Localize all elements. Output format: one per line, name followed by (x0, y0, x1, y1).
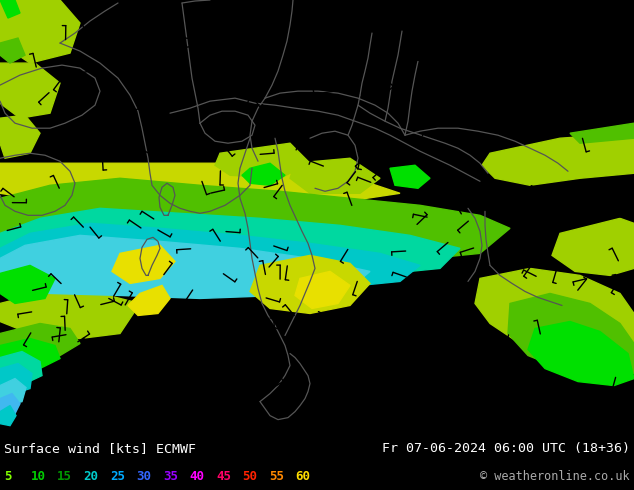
Polygon shape (290, 158, 380, 193)
Polygon shape (0, 0, 20, 18)
Text: 30: 30 (136, 469, 152, 483)
Polygon shape (0, 266, 55, 303)
Polygon shape (0, 393, 20, 417)
Polygon shape (295, 271, 350, 309)
Text: 35: 35 (163, 469, 178, 483)
Polygon shape (0, 0, 80, 63)
Polygon shape (0, 163, 400, 213)
Polygon shape (0, 339, 60, 368)
Text: 10: 10 (30, 469, 46, 483)
Polygon shape (0, 63, 60, 118)
Text: © weatheronline.co.uk: © weatheronline.co.uk (481, 469, 630, 483)
Polygon shape (250, 255, 370, 314)
Polygon shape (0, 208, 460, 278)
Polygon shape (482, 133, 634, 185)
Text: 50: 50 (242, 469, 257, 483)
Polygon shape (0, 289, 140, 339)
Text: 15: 15 (57, 469, 72, 483)
Text: Fr 07-06-2024 06:00 UTC (18+36): Fr 07-06-2024 06:00 UTC (18+36) (382, 442, 630, 455)
Polygon shape (552, 219, 634, 275)
Polygon shape (0, 364, 32, 393)
Text: 25: 25 (110, 469, 125, 483)
Polygon shape (0, 115, 40, 158)
Polygon shape (0, 235, 370, 298)
Polygon shape (0, 178, 510, 269)
Polygon shape (128, 286, 170, 316)
Polygon shape (0, 323, 80, 356)
Polygon shape (508, 294, 634, 379)
Text: 40: 40 (190, 469, 205, 483)
Text: 20: 20 (84, 469, 98, 483)
Polygon shape (0, 223, 420, 292)
Polygon shape (0, 38, 25, 63)
Text: 60: 60 (295, 469, 311, 483)
Polygon shape (528, 321, 634, 386)
Text: 5: 5 (4, 469, 11, 483)
Polygon shape (390, 165, 430, 188)
Polygon shape (242, 163, 285, 185)
Polygon shape (570, 123, 634, 143)
Polygon shape (0, 351, 42, 384)
Text: 55: 55 (269, 469, 284, 483)
Text: Surface wind [kts] ECMWF: Surface wind [kts] ECMWF (4, 442, 196, 455)
Polygon shape (0, 379, 26, 406)
Text: 45: 45 (216, 469, 231, 483)
Polygon shape (112, 245, 175, 283)
Polygon shape (0, 406, 16, 426)
Polygon shape (215, 143, 310, 178)
Polygon shape (475, 269, 634, 364)
